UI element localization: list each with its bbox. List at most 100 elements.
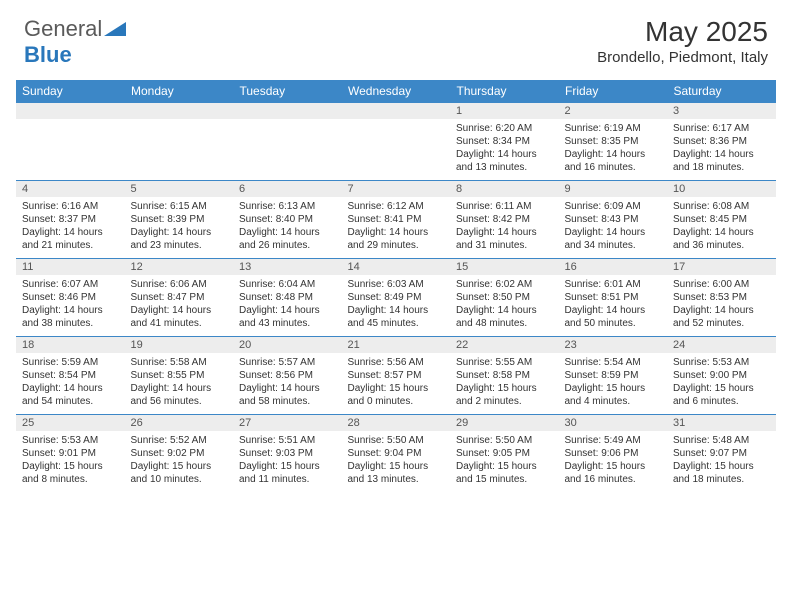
day-number: 29 xyxy=(450,414,559,431)
day-number: 16 xyxy=(559,258,668,275)
daylight-text-2: and 50 minutes. xyxy=(565,317,662,330)
sunrise-text: Sunrise: 5:50 AM xyxy=(456,434,553,447)
sunrise-text: Sunrise: 6:09 AM xyxy=(565,200,662,213)
day-number: 15 xyxy=(450,258,559,275)
sunrise-text: Sunrise: 6:00 AM xyxy=(673,278,770,291)
daylight-text-2: and 21 minutes. xyxy=(22,239,119,252)
sunrise-text: Sunrise: 6:15 AM xyxy=(131,200,228,213)
daylight-text-2: and 26 minutes. xyxy=(239,239,336,252)
day-details: Sunrise: 6:02 AMSunset: 8:50 PMDaylight:… xyxy=(450,275,559,336)
day-number: 17 xyxy=(667,258,776,275)
day-number: 22 xyxy=(450,336,559,353)
daylight-text-2: and 58 minutes. xyxy=(239,395,336,408)
month-title: May 2025 xyxy=(597,16,768,48)
sunrise-text: Sunrise: 6:17 AM xyxy=(673,122,770,135)
sunset-text: Sunset: 8:42 PM xyxy=(456,213,553,226)
daylight-text-2: and 0 minutes. xyxy=(348,395,445,408)
day-number: 18 xyxy=(16,336,125,353)
daylight-text-1: Daylight: 15 hours xyxy=(131,460,228,473)
day-details: Sunrise: 5:49 AMSunset: 9:06 PMDaylight:… xyxy=(559,431,668,492)
daylight-text-2: and 56 minutes. xyxy=(131,395,228,408)
sunset-text: Sunset: 8:58 PM xyxy=(456,369,553,382)
sunset-text: Sunset: 9:04 PM xyxy=(348,447,445,460)
sunset-text: Sunset: 8:47 PM xyxy=(131,291,228,304)
sunrise-text: Sunrise: 5:48 AM xyxy=(673,434,770,447)
daylight-text-2: and 4 minutes. xyxy=(565,395,662,408)
day-header-monday: Monday xyxy=(125,80,234,102)
sunset-text: Sunset: 9:06 PM xyxy=(565,447,662,460)
day-details: Sunrise: 6:04 AMSunset: 8:48 PMDaylight:… xyxy=(233,275,342,336)
day-cell: 16Sunrise: 6:01 AMSunset: 8:51 PMDayligh… xyxy=(559,258,668,336)
logo-triangle-icon xyxy=(104,16,126,42)
day-cell xyxy=(342,102,451,180)
daylight-text-1: Daylight: 14 hours xyxy=(22,226,119,239)
day-cell: 1Sunrise: 6:20 AMSunset: 8:34 PMDaylight… xyxy=(450,102,559,180)
day-cell: 13Sunrise: 6:04 AMSunset: 8:48 PMDayligh… xyxy=(233,258,342,336)
day-cell xyxy=(233,102,342,180)
sunset-text: Sunset: 8:46 PM xyxy=(22,291,119,304)
day-details: Sunrise: 6:09 AMSunset: 8:43 PMDaylight:… xyxy=(559,197,668,258)
day-details: Sunrise: 6:11 AMSunset: 8:42 PMDaylight:… xyxy=(450,197,559,258)
daylight-text-2: and 52 minutes. xyxy=(673,317,770,330)
day-details: Sunrise: 5:58 AMSunset: 8:55 PMDaylight:… xyxy=(125,353,234,414)
day-header-thursday: Thursday xyxy=(450,80,559,102)
daylight-text-1: Daylight: 14 hours xyxy=(131,226,228,239)
day-number: 13 xyxy=(233,258,342,275)
day-number-empty xyxy=(125,102,234,119)
sunrise-text: Sunrise: 5:53 AM xyxy=(673,356,770,369)
day-number: 30 xyxy=(559,414,668,431)
daylight-text-2: and 11 minutes. xyxy=(239,473,336,486)
daylight-text-2: and 18 minutes. xyxy=(673,473,770,486)
day-number-empty xyxy=(16,102,125,119)
sunset-text: Sunset: 9:07 PM xyxy=(673,447,770,460)
sunset-text: Sunset: 8:59 PM xyxy=(565,369,662,382)
day-details: Sunrise: 6:13 AMSunset: 8:40 PMDaylight:… xyxy=(233,197,342,258)
daylight-text-2: and 15 minutes. xyxy=(456,473,553,486)
sunrise-text: Sunrise: 6:07 AM xyxy=(22,278,119,291)
day-number: 28 xyxy=(342,414,451,431)
day-number: 25 xyxy=(16,414,125,431)
day-cell: 20Sunrise: 5:57 AMSunset: 8:56 PMDayligh… xyxy=(233,336,342,414)
day-details: Sunrise: 5:52 AMSunset: 9:02 PMDaylight:… xyxy=(125,431,234,492)
calendar-table: SundayMondayTuesdayWednesdayThursdayFrid… xyxy=(16,80,776,492)
daylight-text-2: and 41 minutes. xyxy=(131,317,228,330)
daylight-text-2: and 54 minutes. xyxy=(22,395,119,408)
sunrise-text: Sunrise: 6:19 AM xyxy=(565,122,662,135)
day-number: 9 xyxy=(559,180,668,197)
page-header: GeneralBlue May 2025 Brondello, Piedmont… xyxy=(0,0,792,74)
daylight-text-1: Daylight: 15 hours xyxy=(673,460,770,473)
day-details: Sunrise: 5:50 AMSunset: 9:04 PMDaylight:… xyxy=(342,431,451,492)
daylight-text-1: Daylight: 15 hours xyxy=(239,460,336,473)
daylight-text-2: and 45 minutes. xyxy=(348,317,445,330)
sunrise-text: Sunrise: 6:16 AM xyxy=(22,200,119,213)
sunrise-text: Sunrise: 6:06 AM xyxy=(131,278,228,291)
daylight-text-1: Daylight: 14 hours xyxy=(131,382,228,395)
day-cell: 10Sunrise: 6:08 AMSunset: 8:45 PMDayligh… xyxy=(667,180,776,258)
day-details: Sunrise: 5:51 AMSunset: 9:03 PMDaylight:… xyxy=(233,431,342,492)
day-number: 19 xyxy=(125,336,234,353)
sunset-text: Sunset: 8:35 PM xyxy=(565,135,662,148)
sunrise-text: Sunrise: 5:59 AM xyxy=(22,356,119,369)
daylight-text-1: Daylight: 14 hours xyxy=(673,148,770,161)
day-cell: 26Sunrise: 5:52 AMSunset: 9:02 PMDayligh… xyxy=(125,414,234,492)
day-cell: 23Sunrise: 5:54 AMSunset: 8:59 PMDayligh… xyxy=(559,336,668,414)
daylight-text-1: Daylight: 14 hours xyxy=(456,304,553,317)
day-details: Sunrise: 5:53 AMSunset: 9:00 PMDaylight:… xyxy=(667,353,776,414)
sunrise-text: Sunrise: 5:49 AM xyxy=(565,434,662,447)
sunrise-text: Sunrise: 5:52 AM xyxy=(131,434,228,447)
day-cell: 22Sunrise: 5:55 AMSunset: 8:58 PMDayligh… xyxy=(450,336,559,414)
daylight-text-2: and 8 minutes. xyxy=(22,473,119,486)
daylight-text-2: and 16 minutes. xyxy=(565,473,662,486)
week-row: 11Sunrise: 6:07 AMSunset: 8:46 PMDayligh… xyxy=(16,258,776,336)
day-details: Sunrise: 5:56 AMSunset: 8:57 PMDaylight:… xyxy=(342,353,451,414)
day-details: Sunrise: 6:15 AMSunset: 8:39 PMDaylight:… xyxy=(125,197,234,258)
daylight-text-1: Daylight: 14 hours xyxy=(565,148,662,161)
day-header-sunday: Sunday xyxy=(16,80,125,102)
day-number: 24 xyxy=(667,336,776,353)
sunset-text: Sunset: 8:34 PM xyxy=(456,135,553,148)
daylight-text-1: Daylight: 14 hours xyxy=(565,304,662,317)
sunset-text: Sunset: 9:01 PM xyxy=(22,447,119,460)
daylight-text-2: and 6 minutes. xyxy=(673,395,770,408)
daylight-text-1: Daylight: 14 hours xyxy=(239,304,336,317)
sunset-text: Sunset: 8:45 PM xyxy=(673,213,770,226)
